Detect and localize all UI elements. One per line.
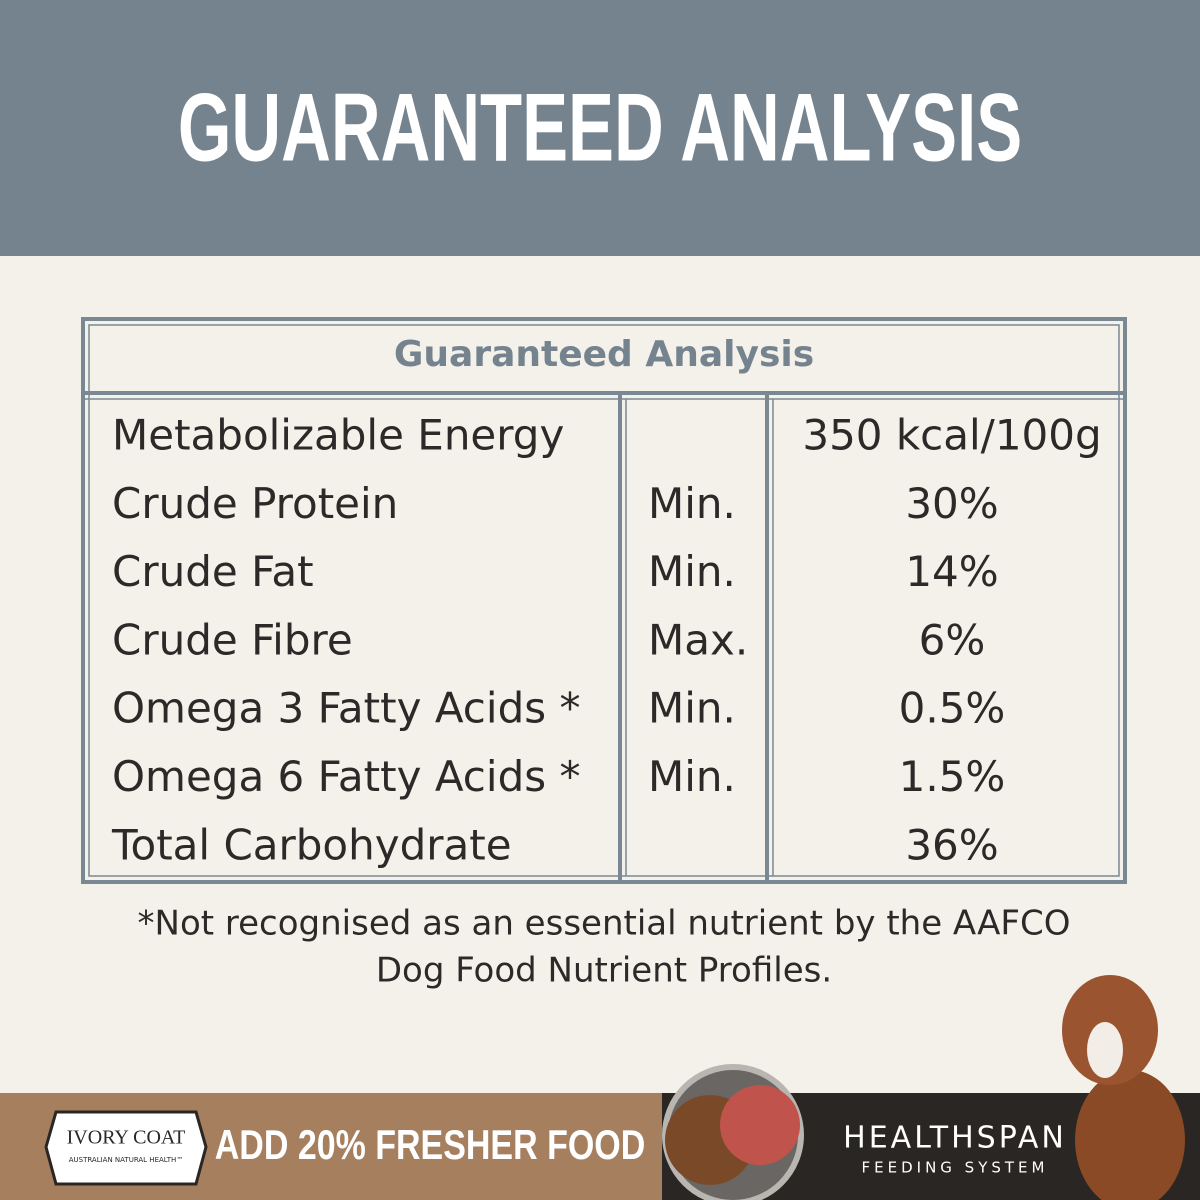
dog (1062, 975, 1185, 1200)
row-name: Metabolizable Energy (112, 411, 564, 460)
row-value: 350 kcal/100g (802, 411, 1101, 460)
row-name: Crude Fibre (112, 615, 353, 664)
table-border-inner (88, 324, 1120, 877)
dog-body (1075, 1070, 1185, 1200)
brand-subtext: FEEDING SYSTEM (862, 1159, 1049, 1177)
row-qualifier: Max. (648, 615, 748, 664)
logo-text: IVORY COAT (67, 1127, 186, 1149)
row-value: 0.5% (899, 684, 1006, 733)
row-name: Total Carbohydrate (111, 820, 512, 869)
row-value: 14% (905, 547, 998, 596)
brand: HEALTHSPAN (843, 1121, 1067, 1156)
row-name: Crude Fat (112, 547, 314, 596)
row-name: Omega 6 Fatty Acids * (112, 752, 580, 801)
fresh-food (720, 1085, 800, 1165)
footnote-line: Dog Food Nutrient Profiles. (376, 951, 832, 991)
row-value: 1.5% (899, 752, 1006, 801)
footnote-line: *Not recognised as an essential nutrient… (138, 904, 1071, 944)
row-qualifier: Min. (648, 547, 736, 596)
table-frame (81, 317, 1127, 884)
row-value: 30% (905, 479, 998, 528)
row-name: Omega 3 Fatty Acids * (112, 684, 580, 733)
logo-subtext: AUSTRALIAN NATURAL HEALTH™ (69, 1156, 184, 1164)
table-rows: Metabolizable Energy 350 kcal/100g Crude P… (111, 411, 1102, 870)
table-title: Guaranteed Analysis (394, 334, 814, 375)
row-value: 6% (919, 615, 986, 664)
row-qualifier: Min. (648, 752, 736, 801)
row-value: 36% (905, 820, 998, 869)
header-title: GUARANTEED ANALYSIS (178, 73, 1022, 181)
row-qualifier: Min. (648, 479, 736, 528)
tagline: ADD 20% FRESHER FOOD (215, 1122, 645, 1169)
logo-badge (44, 1110, 208, 1186)
dog-muzzle (1087, 1022, 1123, 1078)
row-name: Crude Protein (112, 479, 398, 528)
header-band (0, 0, 1200, 256)
row-qualifier: Min. (648, 684, 736, 733)
table-border (81, 317, 1127, 884)
